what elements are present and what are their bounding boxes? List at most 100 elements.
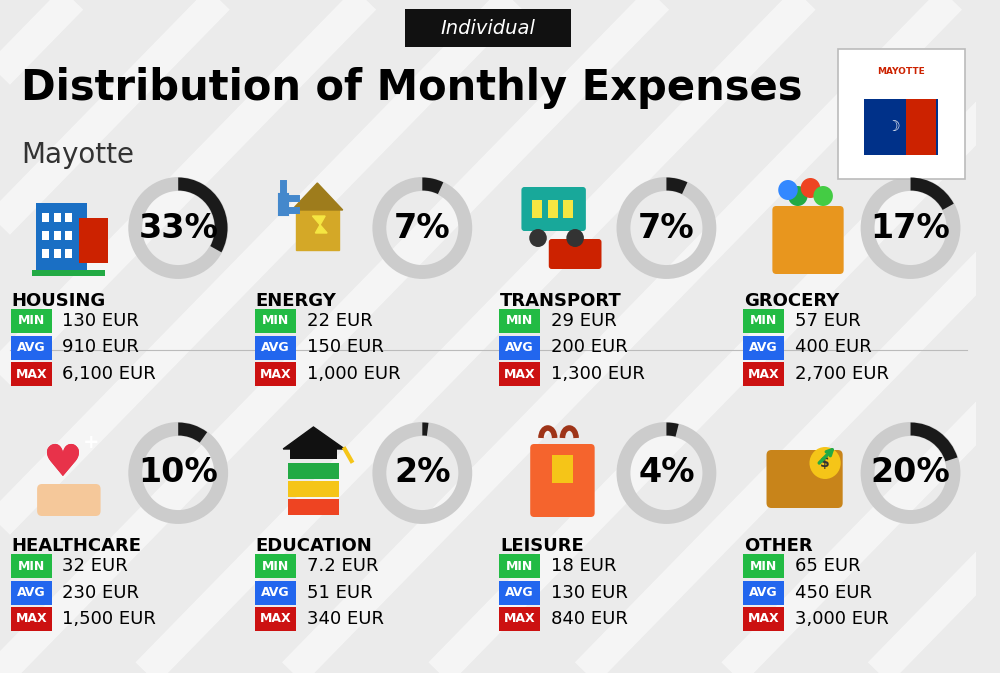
FancyBboxPatch shape bbox=[288, 481, 339, 497]
Text: 1,500 EUR: 1,500 EUR bbox=[62, 610, 156, 628]
Text: HEALTHCARE: HEALTHCARE bbox=[12, 537, 142, 555]
FancyBboxPatch shape bbox=[499, 554, 540, 578]
Text: ♥: ♥ bbox=[42, 441, 81, 485]
FancyBboxPatch shape bbox=[743, 581, 784, 604]
FancyBboxPatch shape bbox=[530, 444, 595, 517]
FancyBboxPatch shape bbox=[521, 187, 586, 231]
FancyBboxPatch shape bbox=[743, 607, 784, 631]
FancyBboxPatch shape bbox=[37, 484, 101, 516]
Text: AVG: AVG bbox=[749, 586, 778, 599]
Text: MIN: MIN bbox=[262, 559, 289, 573]
FancyBboxPatch shape bbox=[11, 607, 52, 631]
Text: 1,300 EUR: 1,300 EUR bbox=[551, 365, 645, 383]
FancyBboxPatch shape bbox=[563, 200, 573, 218]
FancyBboxPatch shape bbox=[288, 499, 339, 515]
FancyBboxPatch shape bbox=[255, 554, 296, 578]
Text: ☽: ☽ bbox=[887, 120, 900, 135]
Text: +: + bbox=[83, 433, 99, 452]
Text: OTHER: OTHER bbox=[744, 537, 813, 555]
Text: MAX: MAX bbox=[748, 367, 779, 380]
FancyBboxPatch shape bbox=[42, 231, 49, 240]
Text: 7%: 7% bbox=[394, 211, 451, 244]
Text: MAX: MAX bbox=[15, 612, 47, 625]
Text: MAX: MAX bbox=[260, 367, 291, 380]
FancyBboxPatch shape bbox=[838, 49, 965, 179]
Polygon shape bbox=[312, 216, 327, 233]
FancyBboxPatch shape bbox=[11, 309, 52, 333]
FancyBboxPatch shape bbox=[549, 239, 601, 269]
FancyBboxPatch shape bbox=[42, 213, 49, 222]
Text: 51 EUR: 51 EUR bbox=[307, 583, 372, 602]
Text: MIN: MIN bbox=[506, 559, 533, 573]
Text: AVG: AVG bbox=[17, 341, 46, 354]
Text: 17%: 17% bbox=[871, 211, 950, 244]
Text: GROCERY: GROCERY bbox=[744, 292, 839, 310]
Text: AVG: AVG bbox=[17, 586, 46, 599]
Text: LEISURE: LEISURE bbox=[500, 537, 584, 555]
Text: 840 EUR: 840 EUR bbox=[551, 610, 628, 628]
FancyBboxPatch shape bbox=[255, 581, 296, 604]
FancyBboxPatch shape bbox=[79, 218, 108, 263]
FancyBboxPatch shape bbox=[32, 270, 105, 276]
Text: MAX: MAX bbox=[15, 367, 47, 380]
FancyBboxPatch shape bbox=[548, 200, 558, 218]
FancyBboxPatch shape bbox=[499, 309, 540, 333]
FancyBboxPatch shape bbox=[743, 362, 784, 386]
Text: AVG: AVG bbox=[261, 586, 290, 599]
Wedge shape bbox=[666, 423, 679, 437]
Polygon shape bbox=[296, 210, 339, 250]
FancyBboxPatch shape bbox=[11, 554, 52, 578]
Text: 7%: 7% bbox=[638, 211, 695, 244]
Circle shape bbox=[788, 186, 808, 206]
Text: MIN: MIN bbox=[262, 314, 289, 328]
FancyBboxPatch shape bbox=[11, 581, 52, 604]
Wedge shape bbox=[178, 178, 228, 252]
Text: TRANSPORT: TRANSPORT bbox=[500, 292, 622, 310]
FancyBboxPatch shape bbox=[743, 554, 784, 578]
FancyBboxPatch shape bbox=[288, 463, 339, 479]
Text: 230 EUR: 230 EUR bbox=[62, 583, 139, 602]
FancyBboxPatch shape bbox=[42, 249, 49, 258]
Text: 33%: 33% bbox=[138, 211, 218, 244]
Wedge shape bbox=[666, 178, 687, 194]
FancyBboxPatch shape bbox=[767, 450, 843, 508]
Text: 29 EUR: 29 EUR bbox=[551, 312, 616, 330]
FancyBboxPatch shape bbox=[499, 581, 540, 604]
Text: AVG: AVG bbox=[505, 586, 534, 599]
FancyBboxPatch shape bbox=[65, 213, 72, 222]
Text: MAX: MAX bbox=[260, 612, 291, 625]
FancyBboxPatch shape bbox=[499, 607, 540, 631]
FancyBboxPatch shape bbox=[499, 362, 540, 386]
Text: 20%: 20% bbox=[871, 456, 950, 489]
Wedge shape bbox=[178, 423, 207, 443]
Text: 1,000 EUR: 1,000 EUR bbox=[307, 365, 400, 383]
Polygon shape bbox=[283, 427, 345, 449]
Text: 400 EUR: 400 EUR bbox=[795, 339, 872, 357]
Text: AVG: AVG bbox=[261, 341, 290, 354]
Text: AVG: AVG bbox=[749, 341, 778, 354]
Text: 2%: 2% bbox=[394, 456, 451, 489]
Text: MAX: MAX bbox=[748, 612, 779, 625]
Text: 130 EUR: 130 EUR bbox=[551, 583, 628, 602]
Text: MIN: MIN bbox=[750, 559, 777, 573]
Text: 57 EUR: 57 EUR bbox=[795, 312, 861, 330]
FancyBboxPatch shape bbox=[743, 309, 784, 333]
FancyBboxPatch shape bbox=[255, 309, 296, 333]
FancyBboxPatch shape bbox=[290, 449, 337, 459]
Text: 450 EUR: 450 EUR bbox=[795, 583, 872, 602]
Wedge shape bbox=[422, 178, 443, 194]
FancyBboxPatch shape bbox=[36, 203, 87, 273]
Text: 18 EUR: 18 EUR bbox=[551, 557, 616, 575]
Text: MAX: MAX bbox=[504, 367, 535, 380]
Wedge shape bbox=[911, 178, 954, 210]
FancyBboxPatch shape bbox=[54, 213, 61, 222]
FancyBboxPatch shape bbox=[65, 249, 72, 258]
Circle shape bbox=[801, 178, 820, 198]
Polygon shape bbox=[292, 183, 343, 210]
Circle shape bbox=[566, 229, 584, 247]
Text: MAX: MAX bbox=[504, 612, 535, 625]
FancyBboxPatch shape bbox=[65, 231, 72, 240]
Wedge shape bbox=[422, 423, 428, 436]
Text: ENERGY: ENERGY bbox=[256, 292, 337, 310]
Text: AVG: AVG bbox=[505, 341, 534, 354]
